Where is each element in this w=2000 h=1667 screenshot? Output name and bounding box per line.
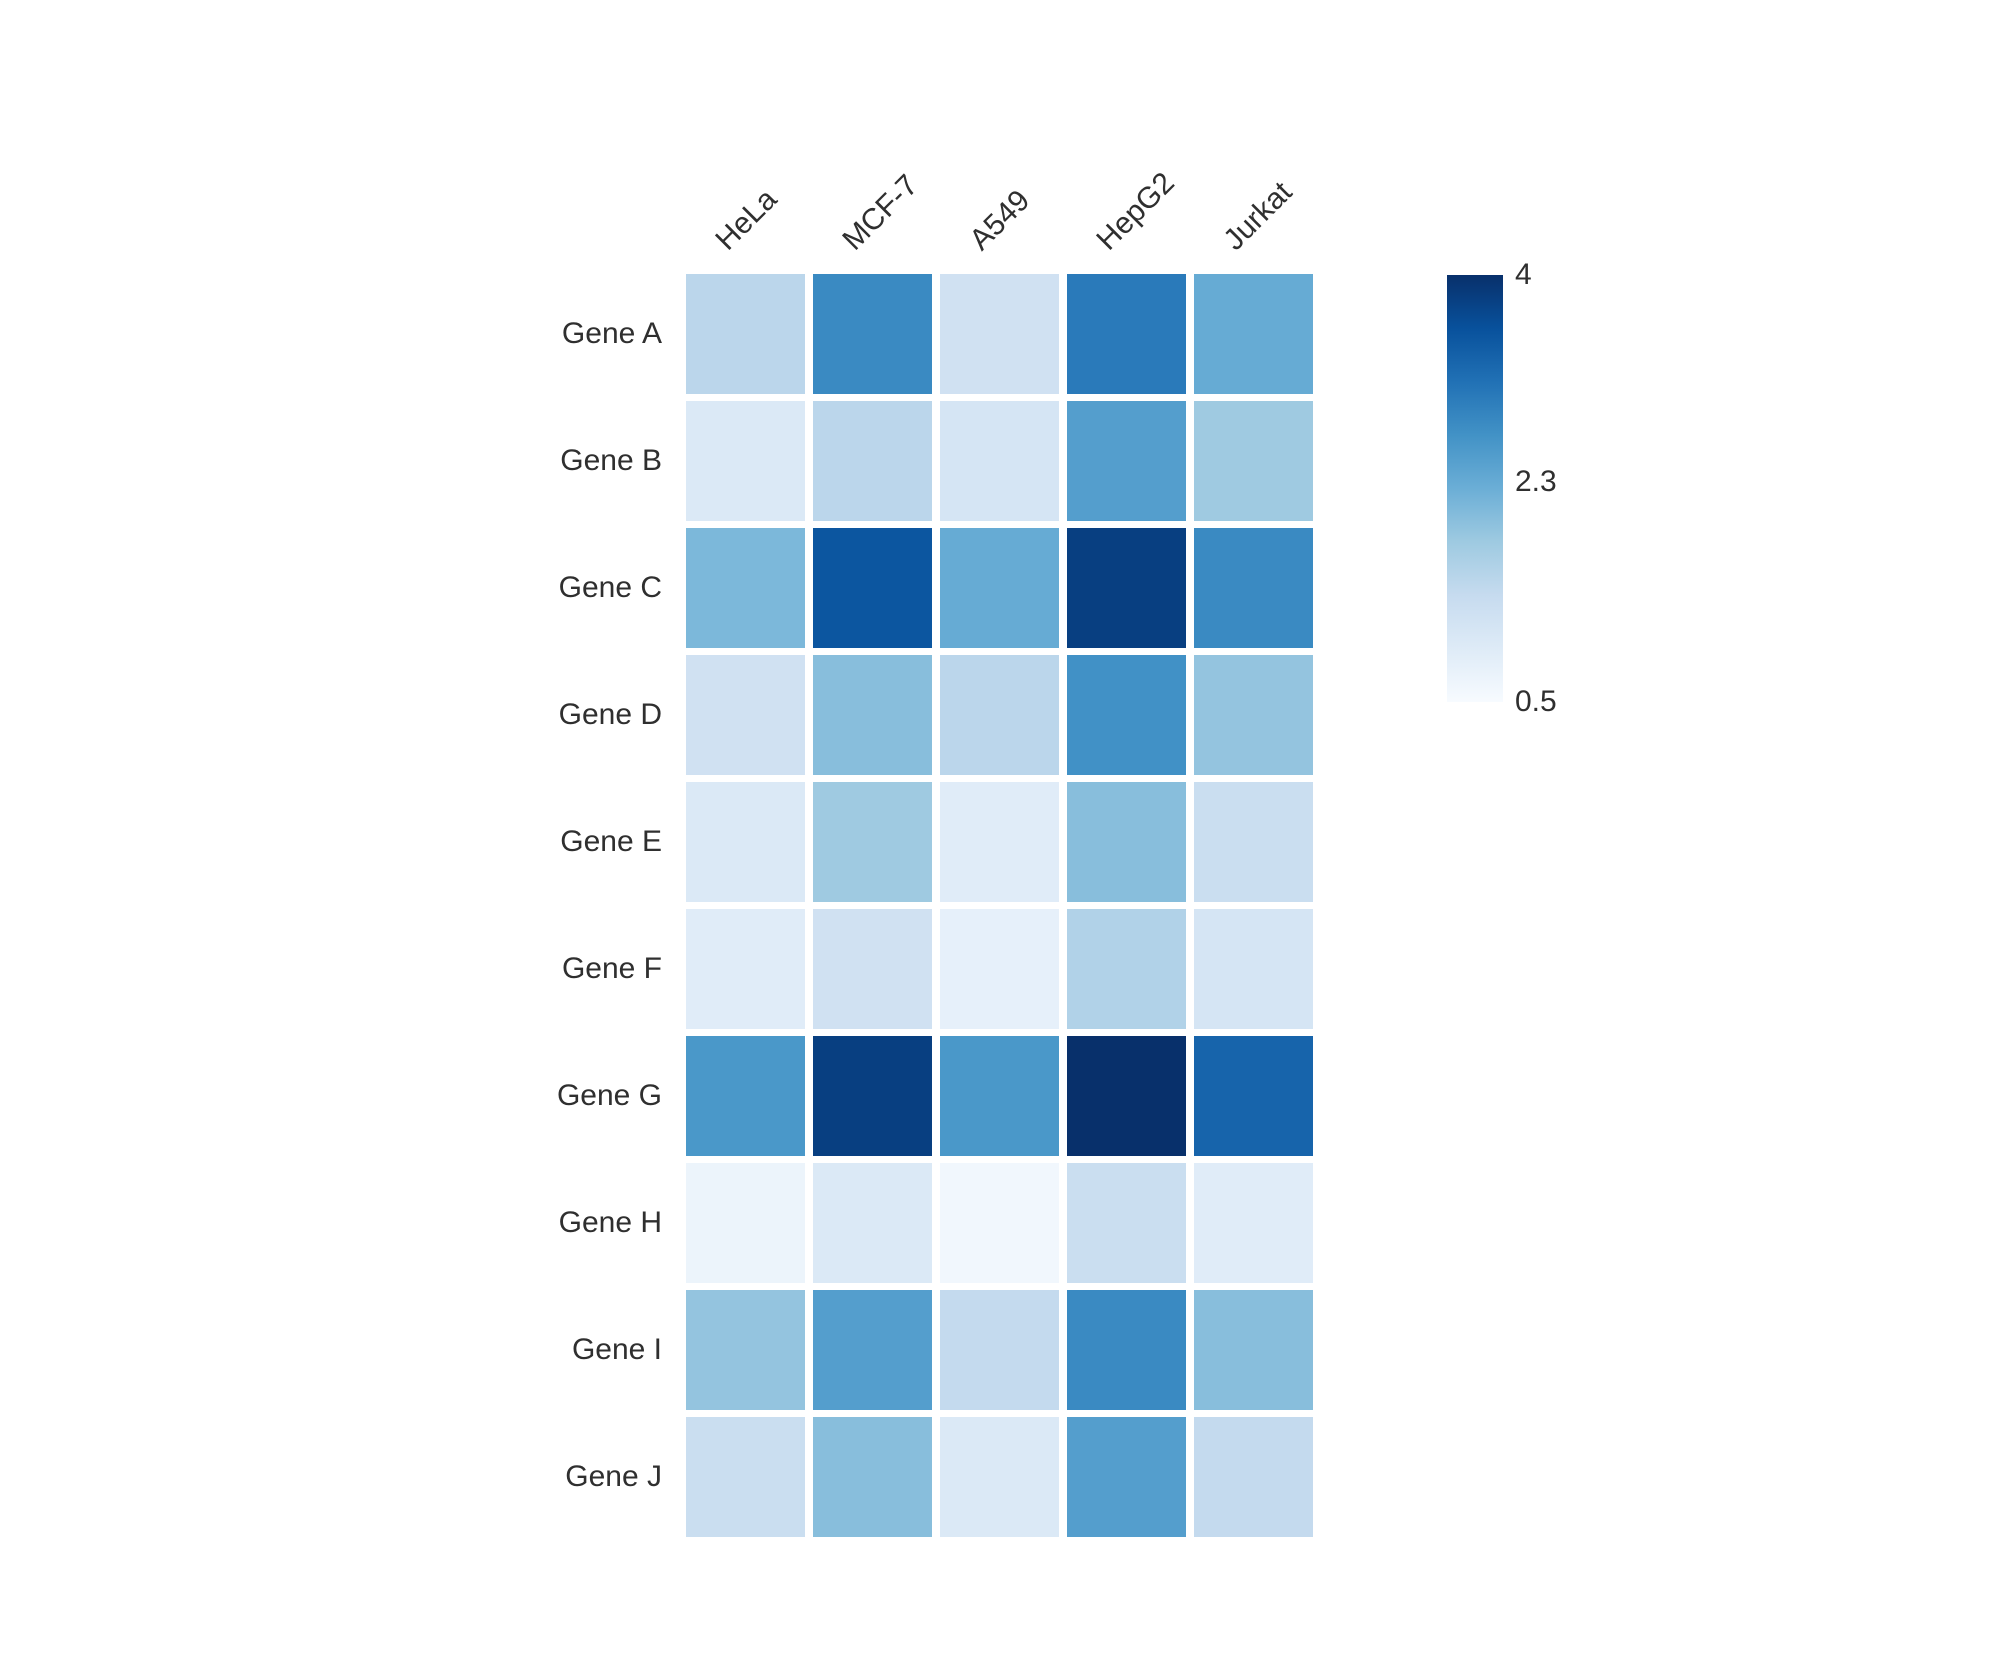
heatmap-cell [940, 655, 1059, 775]
row-label: Gene G [556, 1079, 662, 1112]
heatmap-cell [813, 909, 932, 1029]
heatmap-cell [1194, 1290, 1313, 1410]
heatmap-cell [1194, 274, 1313, 394]
heatmap-cell [1067, 528, 1186, 648]
heatmap-cell [1067, 1417, 1186, 1537]
heatmap-cell [940, 1417, 1059, 1537]
heatmap-cell [1067, 1036, 1186, 1156]
heatmap-cell [1194, 655, 1313, 775]
heatmap-cell [686, 909, 805, 1029]
heatmap-cell [940, 528, 1059, 648]
column-label: Jurkat [1216, 175, 1298, 257]
heatmap-cell [940, 1163, 1059, 1283]
heatmap-cell [1194, 1036, 1313, 1156]
heatmap-cell [1067, 782, 1186, 902]
heatmap-cell [940, 1290, 1059, 1410]
heatmap-cell [1194, 909, 1313, 1029]
heatmap-cell [940, 1036, 1059, 1156]
heatmap-cell [813, 782, 932, 902]
column-label: MCF-7 [835, 168, 925, 257]
heatmap-cell [1067, 1290, 1186, 1410]
row-label: Gene E [560, 825, 662, 858]
row-label: Gene H [558, 1206, 662, 1239]
row-label: Gene A [561, 317, 662, 350]
heatmap-cell [686, 655, 805, 775]
heatmap-cell [813, 528, 932, 648]
heatmap-cell [1067, 401, 1186, 521]
heatmap-cell [1067, 274, 1186, 394]
heatmap-cell [686, 1290, 805, 1410]
heatmap-cell [686, 1417, 805, 1537]
heatmap-cell [813, 1036, 932, 1156]
row-label: Gene F [561, 952, 662, 985]
heatmap-cell [813, 401, 932, 521]
heatmap-cell [1194, 782, 1313, 902]
heatmap-cell [686, 1036, 805, 1156]
heatmap-cell [940, 401, 1059, 521]
heatmap-cell [813, 1417, 932, 1537]
heatmap-cell [940, 274, 1059, 394]
heatmap-cell [686, 528, 805, 648]
heatmap-cell [1194, 401, 1313, 521]
heatmap-cell [1194, 1163, 1313, 1283]
column-label: HeLa [708, 182, 783, 257]
heatmap-grid [686, 274, 1313, 1537]
heatmap-cell [686, 401, 805, 521]
heatmap-cell [940, 909, 1059, 1029]
colorbar-tick-label: 0.5 [1515, 685, 1557, 718]
heatmap-cell [1194, 528, 1313, 648]
heatmap-cell [940, 782, 1059, 902]
heatmap-cell [1067, 1163, 1186, 1283]
heatmap-cell [686, 782, 805, 902]
row-label: Gene B [560, 444, 662, 477]
row-label: Gene C [558, 571, 662, 604]
row-label: Gene I [571, 1333, 662, 1366]
heatmap-cell [813, 1163, 932, 1283]
heatmap-cell [686, 1163, 805, 1283]
heatmap-cell [813, 655, 932, 775]
column-label: HepG2 [1089, 166, 1181, 257]
colorbar-tick-label: 4 [1515, 258, 1532, 291]
colorbar-tick-label: 2.3 [1515, 465, 1557, 499]
heatmap-cell [1194, 1417, 1313, 1537]
colorbar-gradient [1447, 275, 1503, 702]
heatmap-cell [813, 1290, 932, 1410]
heatmap-cell [686, 274, 805, 394]
row-label: Gene D [558, 698, 662, 731]
heatmap-cell [1067, 655, 1186, 775]
heatmap-cell [813, 274, 932, 394]
column-label: A549 [962, 183, 1036, 257]
heatmap-cell [1067, 909, 1186, 1029]
row-label: Gene J [565, 1460, 662, 1493]
